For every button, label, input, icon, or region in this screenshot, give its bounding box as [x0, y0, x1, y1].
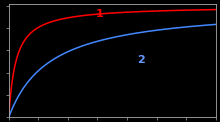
Text: 2: 2 — [137, 55, 145, 65]
Text: 1: 1 — [96, 9, 103, 19]
